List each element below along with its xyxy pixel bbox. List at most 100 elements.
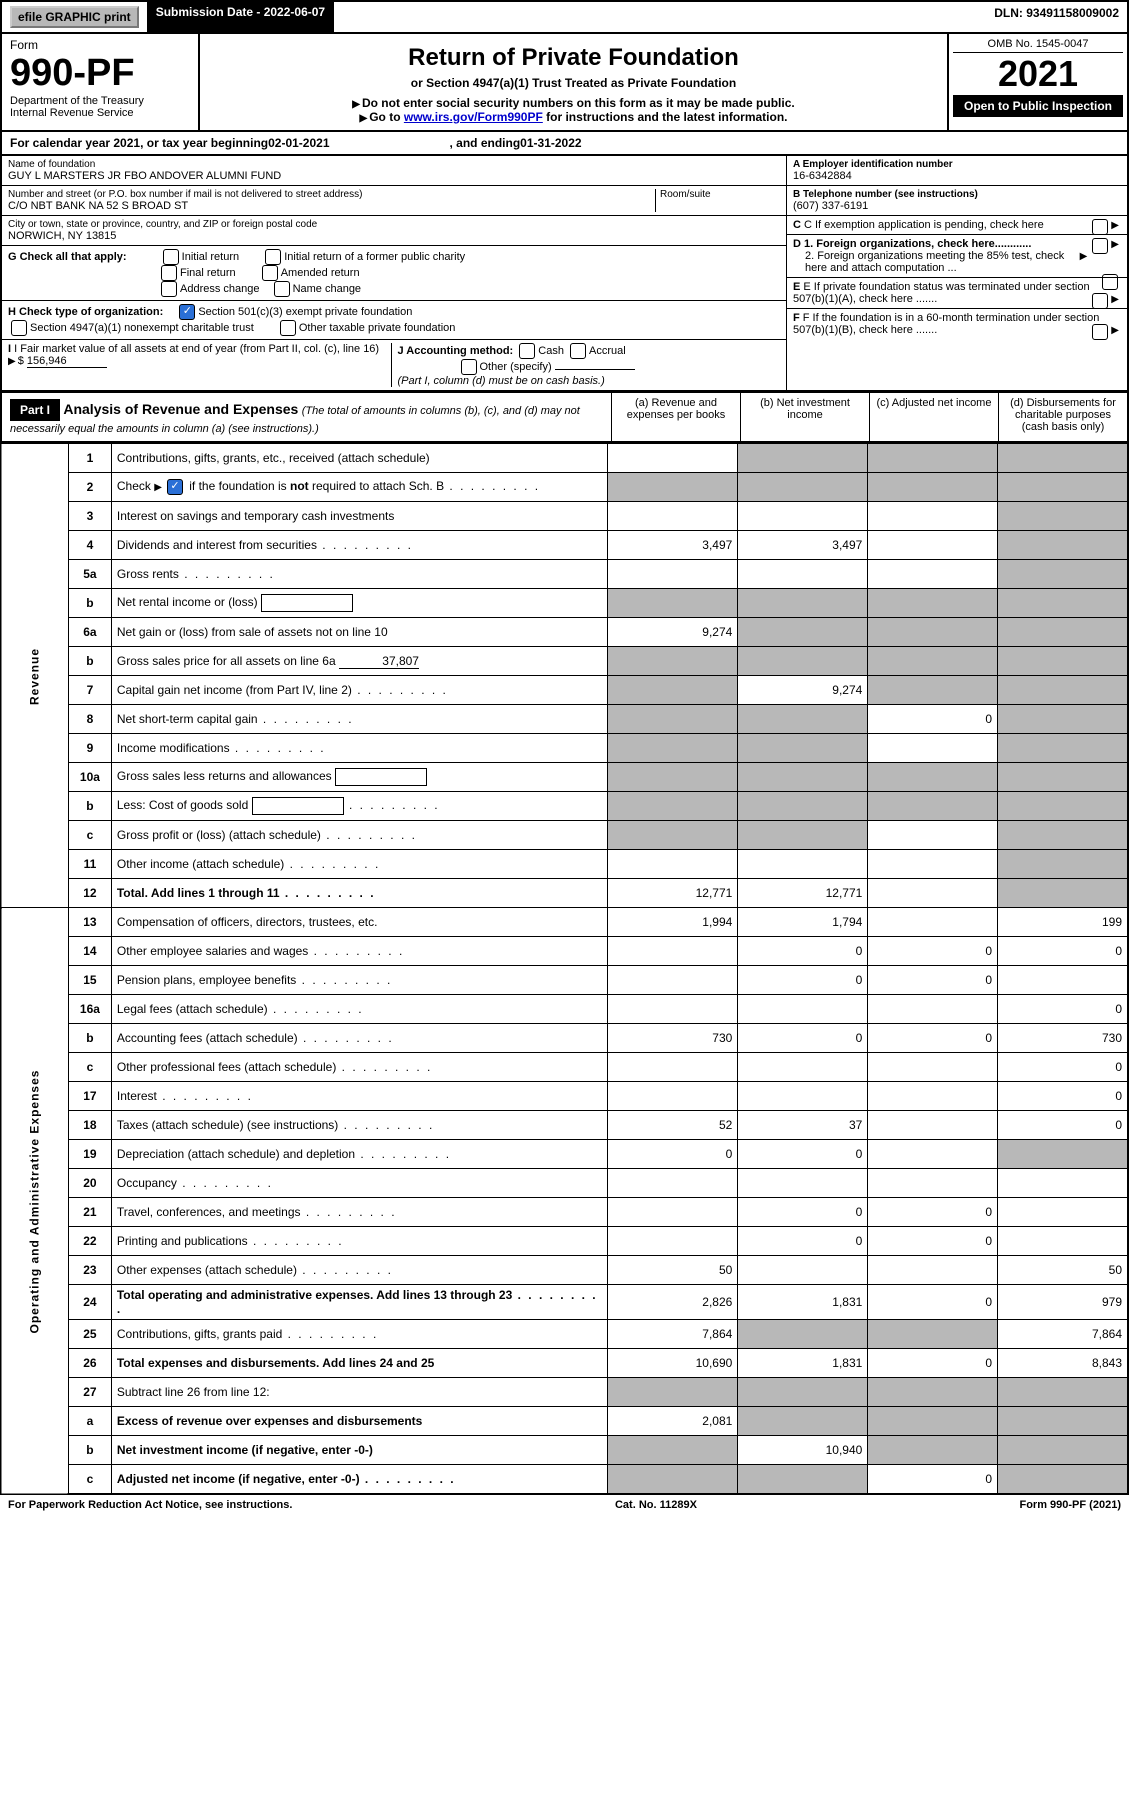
value-cell [998, 734, 1128, 763]
calendar-year-row: For calendar year 2021, or tax year begi… [0, 132, 1129, 156]
value-cell [738, 1169, 868, 1198]
value-cell [608, 560, 738, 589]
inline-input[interactable] [252, 797, 344, 815]
table-row: 23Other expenses (attach schedule)5050 [1, 1256, 1128, 1285]
value-cell [998, 1227, 1128, 1256]
value-cell: 0 [868, 937, 998, 966]
value-cell [608, 1082, 738, 1111]
value-cell: 3,497 [608, 531, 738, 560]
table-row: 14Other employee salaries and wages000 [1, 937, 1128, 966]
value-cell [868, 1256, 998, 1285]
line-number: c [69, 1465, 112, 1495]
line-number: 6a [69, 618, 112, 647]
line-number: 10a [69, 763, 112, 792]
efile-print: efile GRAPHIC print [2, 2, 148, 32]
value-cell: 0 [868, 966, 998, 995]
value-cell: 730 [998, 1024, 1128, 1053]
foundation-name: GUY L MARSTERS JR FBO ANDOVER ALUMNI FUN… [8, 170, 780, 182]
submission-date-label: Submission Date - 2022-06-07 [148, 2, 333, 32]
value-cell [998, 1169, 1128, 1198]
value-cell: 0 [738, 1227, 868, 1256]
table-row: 10aGross sales less returns and allowanc… [1, 763, 1128, 792]
line-number: 16a [69, 995, 112, 1024]
chk-final-return[interactable] [161, 265, 177, 281]
value-cell: 37 [738, 1111, 868, 1140]
omb: OMB No. 1545-0047 [953, 38, 1123, 53]
chk-other-taxable[interactable] [280, 320, 296, 336]
chk-501c3[interactable] [179, 304, 195, 320]
form-header: Form 990-PF Department of the Treasury I… [0, 34, 1129, 132]
info-right: A Employer identification number 16-6342… [786, 156, 1127, 390]
value-cell [868, 850, 998, 879]
info-left: Name of foundation GUY L MARSTERS JR FBO… [2, 156, 786, 390]
chk-schb[interactable] [167, 479, 183, 495]
table-row: 27Subtract line 26 from line 12: [1, 1378, 1128, 1407]
value-cell [738, 995, 868, 1024]
value-cell [998, 1407, 1128, 1436]
value-cell: 0 [998, 1053, 1128, 1082]
chk-name-change[interactable] [274, 281, 290, 297]
line-number: 24 [69, 1285, 112, 1320]
line-description: Other income (attach schedule) [111, 850, 607, 879]
value-cell [608, 1198, 738, 1227]
chk-accrual[interactable] [570, 343, 586, 359]
line-description: Total operating and administrative expen… [111, 1285, 607, 1320]
line-description: Less: Cost of goods sold [111, 792, 607, 821]
chk-initial-public[interactable] [265, 249, 281, 265]
value-cell [868, 908, 998, 937]
value-cell: 12,771 [608, 879, 738, 908]
value-cell [608, 763, 738, 792]
table-row: 12Total. Add lines 1 through 1112,77112,… [1, 879, 1128, 908]
value-cell [868, 734, 998, 763]
value-cell [868, 1053, 998, 1082]
line-description: Gross sales less returns and allowances [111, 763, 607, 792]
chk-initial-return[interactable] [163, 249, 179, 265]
value-cell [868, 618, 998, 647]
value-cell [738, 821, 868, 850]
value-cell [738, 502, 868, 531]
chk-60month[interactable] [1092, 324, 1108, 340]
value-cell [738, 1082, 868, 1111]
line-description: Other expenses (attach schedule) [111, 1256, 607, 1285]
chk-other-method[interactable] [461, 359, 477, 375]
table-row: cOther professional fees (attach schedul… [1, 1053, 1128, 1082]
value-cell [998, 1436, 1128, 1465]
table-row: 8Net short-term capital gain0 [1, 705, 1128, 734]
value-cell: 9,274 [738, 676, 868, 705]
inline-input[interactable] [335, 768, 427, 786]
line-number: 14 [69, 937, 112, 966]
value-cell: 0 [868, 1024, 998, 1053]
line-description: Net rental income or (loss) [111, 589, 607, 618]
irs-link[interactable]: www.irs.gov/Form990PF [404, 110, 543, 124]
line-number: 26 [69, 1349, 112, 1378]
year-begin: 02-01-2021 [268, 136, 329, 150]
value-cell: 199 [998, 908, 1128, 937]
chk-amended[interactable] [262, 265, 278, 281]
table-row: cAdjusted net income (if negative, enter… [1, 1465, 1128, 1495]
value-cell: 50 [608, 1256, 738, 1285]
chk-cash[interactable] [519, 343, 535, 359]
chk-foreign-org[interactable] [1092, 238, 1108, 254]
footer-mid: Cat. No. 11289X [615, 1499, 697, 1511]
chk-terminated[interactable] [1092, 293, 1108, 309]
chk-address-change[interactable] [161, 281, 177, 297]
value-cell [998, 966, 1128, 995]
table-row: 25Contributions, gifts, grants paid7,864… [1, 1320, 1128, 1349]
line-number: b [69, 1436, 112, 1465]
header-center: Return of Private Foundation or Section … [200, 34, 947, 130]
value-cell [608, 1053, 738, 1082]
efile-button[interactable]: efile GRAPHIC print [10, 6, 139, 28]
chk-4947[interactable] [11, 320, 27, 336]
table-row: 2Check if the foundation is not required… [1, 473, 1128, 502]
foundation-name-cell: Name of foundation GUY L MARSTERS JR FBO… [2, 156, 786, 186]
value-cell [868, 531, 998, 560]
inline-input[interactable] [261, 594, 353, 612]
line-description: Accounting fees (attach schedule) [111, 1024, 607, 1053]
line-description: Other employee salaries and wages [111, 937, 607, 966]
line-description: Total. Add lines 1 through 11 [111, 879, 607, 908]
part1-header-row: Part I Analysis of Revenue and Expenses … [0, 392, 1129, 443]
chk-exemption-pending[interactable] [1092, 219, 1108, 235]
value-cell [868, 879, 998, 908]
dln: DLN: 93491158009002 [986, 2, 1127, 32]
chk-85pct[interactable] [1102, 274, 1118, 290]
